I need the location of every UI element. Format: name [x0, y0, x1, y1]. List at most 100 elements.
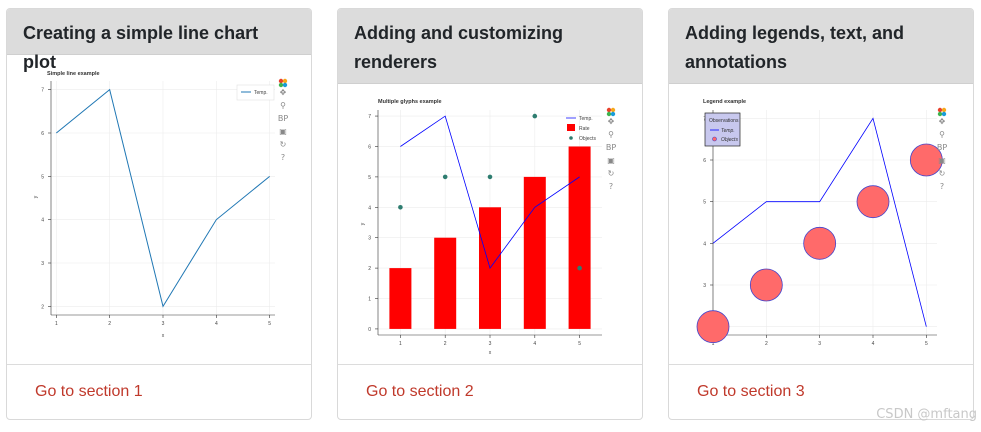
- y-tick-label: 7: [368, 114, 371, 120]
- bokeh-logo-icon: [606, 111, 612, 117]
- y-axis-label: y: [360, 222, 366, 225]
- pan-tool-icon[interactable]: ✥: [280, 88, 287, 97]
- y-tick-label: 5: [703, 200, 706, 206]
- bokeh-logo-icon: [606, 107, 612, 113]
- x-tick-label: 1: [55, 321, 58, 327]
- reset-tool-icon[interactable]: ↻: [280, 140, 287, 149]
- y-tick-label: 6: [368, 144, 371, 150]
- legend-label-temp: Temp.: [721, 128, 735, 134]
- help-tool-icon[interactable]: ?: [940, 182, 944, 191]
- bokeh-logo-icon: [610, 111, 616, 117]
- scatter-point-objects: [487, 174, 493, 180]
- scatter-point-objects: [532, 113, 538, 119]
- legend-swatch-objects: [712, 136, 717, 142]
- legend-label-rate: Rate: [579, 126, 590, 132]
- x-tick-label: 5: [578, 341, 581, 347]
- reset-tool-icon[interactable]: ↻: [939, 169, 946, 178]
- y-tick-label: 1: [368, 297, 371, 303]
- x-tick-label: 2: [108, 321, 111, 327]
- bokeh-logo-icon: [278, 82, 284, 88]
- y-tick-label: 2: [41, 304, 44, 310]
- y-tick-label: 3: [368, 236, 371, 242]
- card-footer: Go to section 1: [7, 364, 311, 419]
- zoom-tool-icon[interactable]: ⚲: [939, 130, 945, 139]
- plot-title: Simple line example: [47, 71, 100, 77]
- scatter-point-objects: [442, 174, 448, 180]
- legend-example-chart: Legend example12345234567ObservationsTem…: [696, 99, 947, 347]
- help-tool-icon[interactable]: ?: [609, 182, 613, 191]
- legend-label-temp: Temp.: [254, 90, 268, 96]
- x-tick-label: 5: [268, 321, 271, 327]
- x-tick-label: 2: [444, 341, 447, 347]
- multiple-glyphs-chart: Multiple glyphs example 1 2 3 4 5 0 1 2 3 4 5 6 7 x y Te…: [360, 99, 616, 356]
- bokeh-logo-icon: [282, 82, 288, 88]
- go-to-section-3-link[interactable]: Go to section 3: [697, 383, 805, 400]
- zoom-tool-icon[interactable]: ⚲: [608, 130, 614, 139]
- scatter-point-objects: [909, 143, 943, 177]
- bar-rate: [568, 146, 591, 329]
- x-tick-label: 3: [162, 321, 165, 327]
- bokeh-logo-icon: [941, 111, 947, 117]
- y-tick-label: 5: [368, 175, 371, 181]
- zoom-tool-icon[interactable]: ⚲: [280, 101, 286, 110]
- x-tick-label: 1: [399, 341, 402, 347]
- watermark: CSDN @mftang: [876, 407, 977, 422]
- legend-swatch-rate: [567, 124, 575, 131]
- y-tick-label: 4: [703, 241, 706, 247]
- plot-title: Multiple glyphs example: [378, 99, 442, 105]
- scatter-point-objects: [749, 268, 783, 302]
- help-tool-icon[interactable]: ?: [281, 153, 285, 162]
- x-tick-label: 1: [712, 341, 715, 347]
- legend-label-objects: Objects: [579, 136, 596, 142]
- box-zoom-tool-icon[interactable]: BP: [278, 114, 288, 123]
- x-tick-label: 5: [925, 341, 928, 347]
- y-tick-label: 5: [41, 174, 44, 180]
- pan-tool-icon[interactable]: ✥: [608, 117, 615, 126]
- scatter-point-objects: [398, 204, 403, 210]
- save-tool-icon[interactable]: ▣: [279, 127, 287, 136]
- card-section-2: Adding and customizing renderers Multipl…: [337, 8, 643, 420]
- y-tick-label: 7: [41, 88, 44, 94]
- card-title: Creating a simple line chart plot: [7, 9, 311, 72]
- scatter-point-objects: [803, 226, 837, 260]
- save-tool-icon[interactable]: ▣: [607, 156, 615, 165]
- y-tick-label: 6: [41, 131, 44, 137]
- x-tick-label: 3: [818, 341, 821, 347]
- x-tick-label: 3: [489, 341, 492, 347]
- y-tick-label: 2: [368, 266, 371, 272]
- bokeh-logo-icon: [937, 111, 943, 117]
- go-to-section-1-link[interactable]: Go to section 1: [35, 383, 143, 400]
- x-axis-label: x: [162, 333, 165, 339]
- pan-tool-icon[interactable]: ✥: [939, 117, 946, 126]
- bar-rate: [434, 237, 457, 329]
- y-axis-label: y: [33, 195, 39, 198]
- card-title: Adding legends, text, and annotations: [669, 9, 973, 84]
- series-line-temp: [712, 117, 927, 327]
- x-tick-label: 4: [533, 341, 536, 347]
- card-section-1: Creating a simple line chart plot Simple…: [6, 8, 312, 420]
- x-tick-label: 4: [215, 321, 218, 327]
- y-tick-label: 3: [41, 261, 44, 267]
- box-zoom-tool-icon[interactable]: BP: [937, 143, 947, 152]
- legend-header: Observations: [709, 118, 739, 124]
- y-tick-label: 0: [368, 327, 371, 333]
- save-tool-icon[interactable]: ▣: [938, 156, 946, 165]
- legend-box: [704, 112, 741, 147]
- bar-rate: [389, 268, 412, 329]
- bokeh-logo-icon: [610, 107, 616, 113]
- x-tick-label: 4: [872, 341, 875, 347]
- bokeh-logo-icon: [937, 107, 943, 113]
- legend-swatch-objects: [569, 136, 573, 140]
- series-line-temp: [56, 88, 270, 308]
- y-tick-label: 4: [41, 218, 44, 224]
- box-zoom-tool-icon[interactable]: BP: [606, 143, 616, 152]
- x-tick-label: 2: [765, 341, 768, 347]
- reset-tool-icon[interactable]: ↻: [608, 169, 615, 178]
- plot-title: Legend example: [703, 99, 746, 105]
- go-to-section-2-link[interactable]: Go to section 2: [366, 383, 474, 400]
- bokeh-logo-icon: [278, 78, 284, 84]
- simple-line-chart: Simple line example 1 2 3 4 5 2 3 4 5 6 7 x y Temp. ✥ ⚲ B…: [33, 71, 288, 339]
- bokeh-logo-icon: [282, 78, 288, 84]
- bokeh-logo-icon: [941, 107, 947, 113]
- card-section-3: Adding legends, text, and annotations Le…: [668, 8, 974, 420]
